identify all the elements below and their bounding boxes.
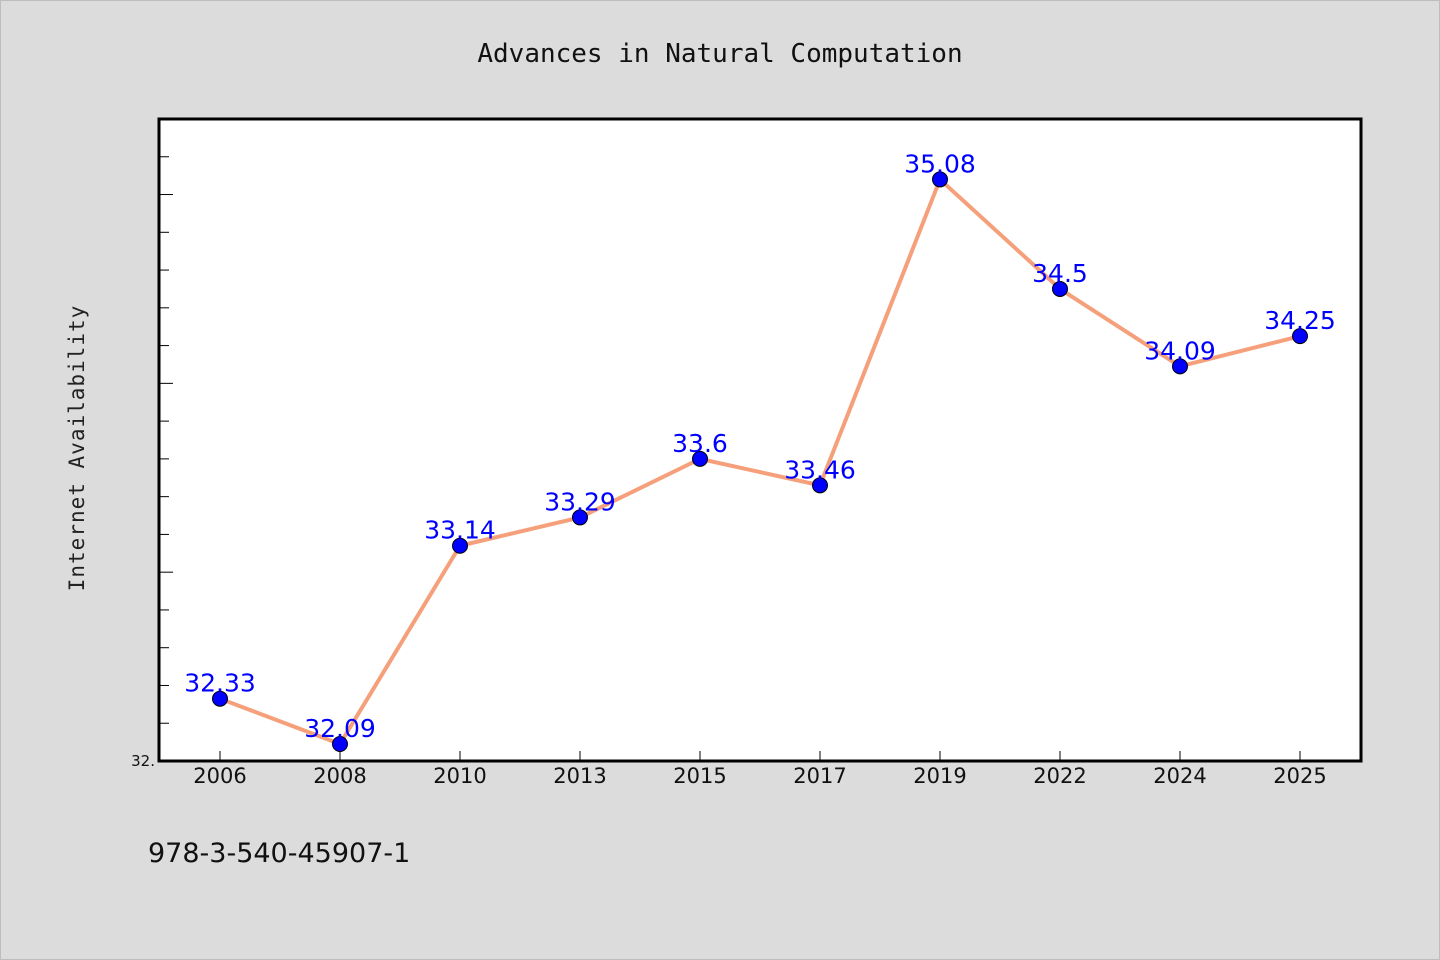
x-tick-label: 2025 xyxy=(1273,764,1326,788)
data-label: 34.5 xyxy=(1032,259,1088,288)
chart-title: Advances in Natural Computation xyxy=(477,39,962,69)
y-axis-label: Internet Availability xyxy=(65,305,89,592)
data-point xyxy=(812,477,828,494)
data-label: 32.09 xyxy=(304,714,376,743)
data-label: 33.29 xyxy=(544,487,616,516)
x-tick-label: 2024 xyxy=(1153,764,1206,788)
plot-area xyxy=(157,117,1363,763)
x-tick-label: 2010 xyxy=(433,764,486,788)
data-point xyxy=(932,171,948,188)
x-tick-label: 2006 xyxy=(193,764,246,788)
x-tick-label: 2013 xyxy=(553,764,606,788)
data-point xyxy=(1172,358,1188,375)
data-point xyxy=(1292,328,1308,345)
data-point xyxy=(332,736,348,753)
x-tick-label: 2015 xyxy=(673,764,726,788)
data-label: 33.14 xyxy=(424,516,496,545)
footer-isbn: 978-3-540-45907-1 xyxy=(148,838,410,869)
y-axis-ticks: 32. xyxy=(131,118,173,770)
x-tick-label: 2019 xyxy=(913,764,966,788)
data-point xyxy=(572,509,588,526)
x-tick-label: 2022 xyxy=(1033,764,1086,788)
series-line xyxy=(218,177,1302,747)
data-point xyxy=(452,537,468,554)
x-tick-label: 2008 xyxy=(313,764,366,788)
data-label: 34.25 xyxy=(1264,306,1336,335)
x-tick-label: 2017 xyxy=(793,764,846,788)
x-axis-ticks: 2006 2008 2010 2013 2015 2017 2019 2022 2024 2025 xyxy=(193,751,1327,788)
data-point xyxy=(1052,280,1068,297)
y-tick-label: 32. xyxy=(131,752,155,770)
series-group: 32.33 32.09 33.14 33.29 33.6 33.46 35.08 34.5 34… xyxy=(184,149,1336,753)
data-label: 32.33 xyxy=(184,669,256,698)
data-label: 33.46 xyxy=(784,455,856,484)
data-label: 34.09 xyxy=(1144,336,1216,365)
data-label: 33.6 xyxy=(672,429,728,458)
data-point xyxy=(212,690,228,707)
data-point xyxy=(692,450,708,467)
data-label: 35.08 xyxy=(904,149,976,178)
